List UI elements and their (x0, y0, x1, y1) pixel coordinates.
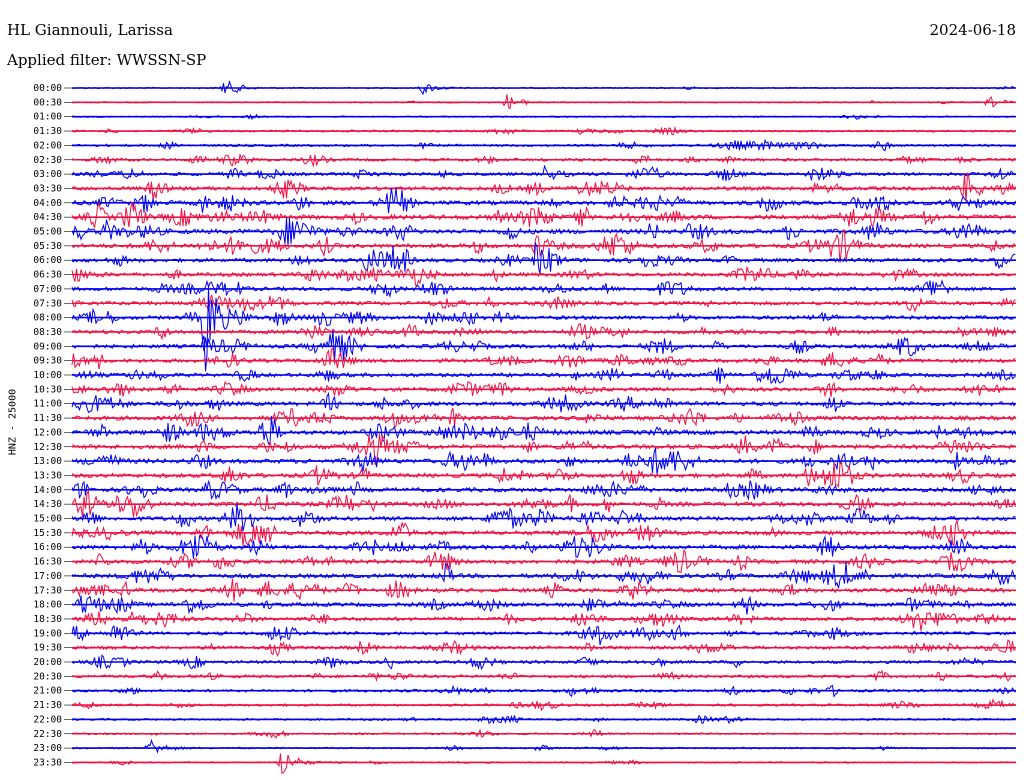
time-label: 01:00 (33, 112, 62, 123)
time-label: 14:00 (33, 485, 62, 496)
trace-line (71, 561, 1016, 589)
trace-line (71, 152, 1016, 168)
time-label: 07:30 (33, 298, 62, 309)
time-label: 06:00 (33, 255, 62, 266)
time-label: 02:00 (33, 140, 62, 151)
station-title: HL Giannouli, Larissa (7, 21, 173, 39)
trace-line (71, 611, 1016, 631)
trace-line (71, 490, 1016, 518)
time-label: 00:00 (33, 83, 62, 94)
time-label: 06:30 (33, 270, 62, 281)
time-label: 21:00 (33, 686, 62, 697)
time-label: 02:30 (33, 155, 62, 166)
trace-line (71, 753, 1016, 775)
time-label: 10:30 (33, 384, 62, 395)
time-label: 23:00 (33, 743, 62, 754)
trace-line (71, 294, 1016, 313)
trace-line (71, 624, 1016, 646)
time-label: 11:00 (33, 399, 62, 410)
time-label: 05:30 (33, 241, 62, 252)
time-label: 16:30 (33, 557, 62, 568)
time-label: 17:00 (33, 571, 62, 582)
time-label: 19:00 (33, 628, 62, 639)
trace-line (71, 285, 1016, 372)
time-label: 15:00 (33, 514, 62, 525)
time-label: 09:30 (33, 356, 62, 367)
time-label: 01:30 (33, 126, 62, 137)
time-label: 05:00 (33, 227, 62, 238)
time-label: 14:30 (33, 499, 62, 510)
trace-lines (71, 80, 1016, 775)
time-label: 11:30 (33, 413, 62, 424)
trace-line (71, 266, 1016, 286)
time-label: 09:00 (33, 341, 62, 352)
time-label: 22:00 (33, 714, 62, 725)
trace-line (71, 519, 1016, 547)
time-label: 12:30 (33, 442, 62, 453)
time-label: 16:00 (33, 542, 62, 553)
time-label: 23:30 (33, 757, 62, 768)
time-label: 18:30 (33, 614, 62, 625)
trace-line (71, 172, 1016, 203)
time-label: 13:30 (33, 470, 62, 481)
time-label: 03:00 (33, 169, 62, 180)
time-label: 04:00 (33, 198, 62, 209)
time-label: 18:00 (33, 600, 62, 611)
time-label: 08:00 (33, 313, 62, 324)
time-label: 13:00 (33, 456, 62, 467)
trace-line (71, 346, 1016, 370)
time-label: 20:30 (33, 671, 62, 682)
time-label: 07:00 (33, 284, 62, 295)
time-label: 22:30 (33, 729, 62, 740)
filter-label: Applied filter: WWSSN-SP (7, 51, 207, 69)
date-label: 2024-06-18 (929, 21, 1016, 39)
time-label: 10:00 (33, 370, 62, 381)
time-label: 21:30 (33, 700, 62, 711)
trace-line (71, 738, 1016, 754)
time-label: 19:30 (33, 643, 62, 654)
time-label: 20:00 (33, 657, 62, 668)
time-label: 03:30 (33, 183, 62, 194)
time-label: 15:30 (33, 528, 62, 539)
time-axis-labels: 00:00 00:30 01:00 01:30 02:00 02:30 03:00 03:30… (33, 83, 72, 768)
trace-line (71, 460, 1016, 488)
channel-axis-label: HNZ - 25000 (7, 388, 19, 456)
time-label: 17:30 (33, 585, 62, 596)
time-label: 08:30 (33, 327, 62, 338)
time-label: 12:00 (33, 427, 62, 438)
time-label: 04:30 (33, 212, 62, 223)
trace-line (71, 201, 1016, 228)
time-label: 00:30 (33, 97, 62, 108)
trace-line (71, 503, 1016, 532)
